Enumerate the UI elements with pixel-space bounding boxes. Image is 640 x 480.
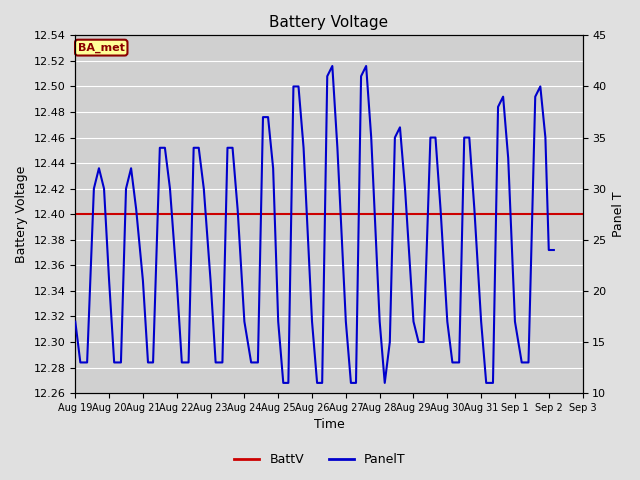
- Legend: BattV, PanelT: BattV, PanelT: [229, 448, 411, 471]
- X-axis label: Time: Time: [314, 419, 344, 432]
- Text: BA_met: BA_met: [78, 43, 125, 53]
- Y-axis label: Battery Voltage: Battery Voltage: [15, 166, 28, 263]
- Title: Battery Voltage: Battery Voltage: [269, 15, 388, 30]
- Y-axis label: Panel T: Panel T: [612, 192, 625, 237]
